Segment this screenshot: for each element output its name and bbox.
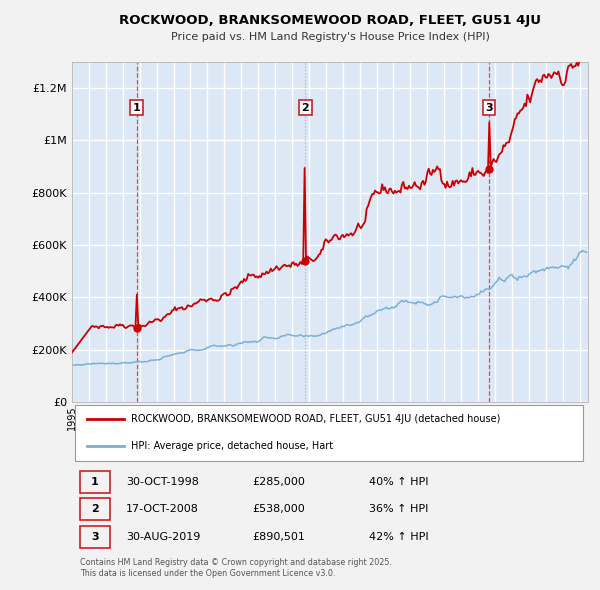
Text: £538,000: £538,000 [253, 504, 305, 514]
Text: 17-OCT-2008: 17-OCT-2008 [126, 504, 199, 514]
Text: 30-AUG-2019: 30-AUG-2019 [126, 532, 200, 542]
Text: 36% ↑ HPI: 36% ↑ HPI [368, 504, 428, 514]
Text: HPI: Average price, detached house, Hart: HPI: Average price, detached house, Hart [131, 441, 334, 451]
Text: 42% ↑ HPI: 42% ↑ HPI [368, 532, 428, 542]
Text: 2: 2 [301, 103, 309, 113]
Text: Price paid vs. HM Land Registry's House Price Index (HPI): Price paid vs. HM Land Registry's House … [170, 32, 490, 41]
FancyBboxPatch shape [74, 405, 583, 461]
Text: £285,000: £285,000 [253, 477, 305, 487]
Text: 1: 1 [133, 103, 140, 113]
Text: 1: 1 [91, 477, 98, 487]
Text: 40% ↑ HPI: 40% ↑ HPI [368, 477, 428, 487]
Text: 2: 2 [91, 504, 98, 514]
Text: ROCKWOOD, BRANKSOMEWOOD ROAD, FLEET, GU51 4JU (detached house): ROCKWOOD, BRANKSOMEWOOD ROAD, FLEET, GU5… [131, 414, 501, 424]
Text: Contains HM Land Registry data © Crown copyright and database right 2025.
This d: Contains HM Land Registry data © Crown c… [80, 558, 392, 578]
Text: 3: 3 [485, 103, 493, 113]
Text: 3: 3 [91, 532, 98, 542]
Text: 30-OCT-1998: 30-OCT-1998 [126, 477, 199, 487]
Text: £890,501: £890,501 [253, 532, 305, 542]
Text: ROCKWOOD, BRANKSOMEWOOD ROAD, FLEET, GU51 4JU: ROCKWOOD, BRANKSOMEWOOD ROAD, FLEET, GU5… [119, 14, 541, 27]
